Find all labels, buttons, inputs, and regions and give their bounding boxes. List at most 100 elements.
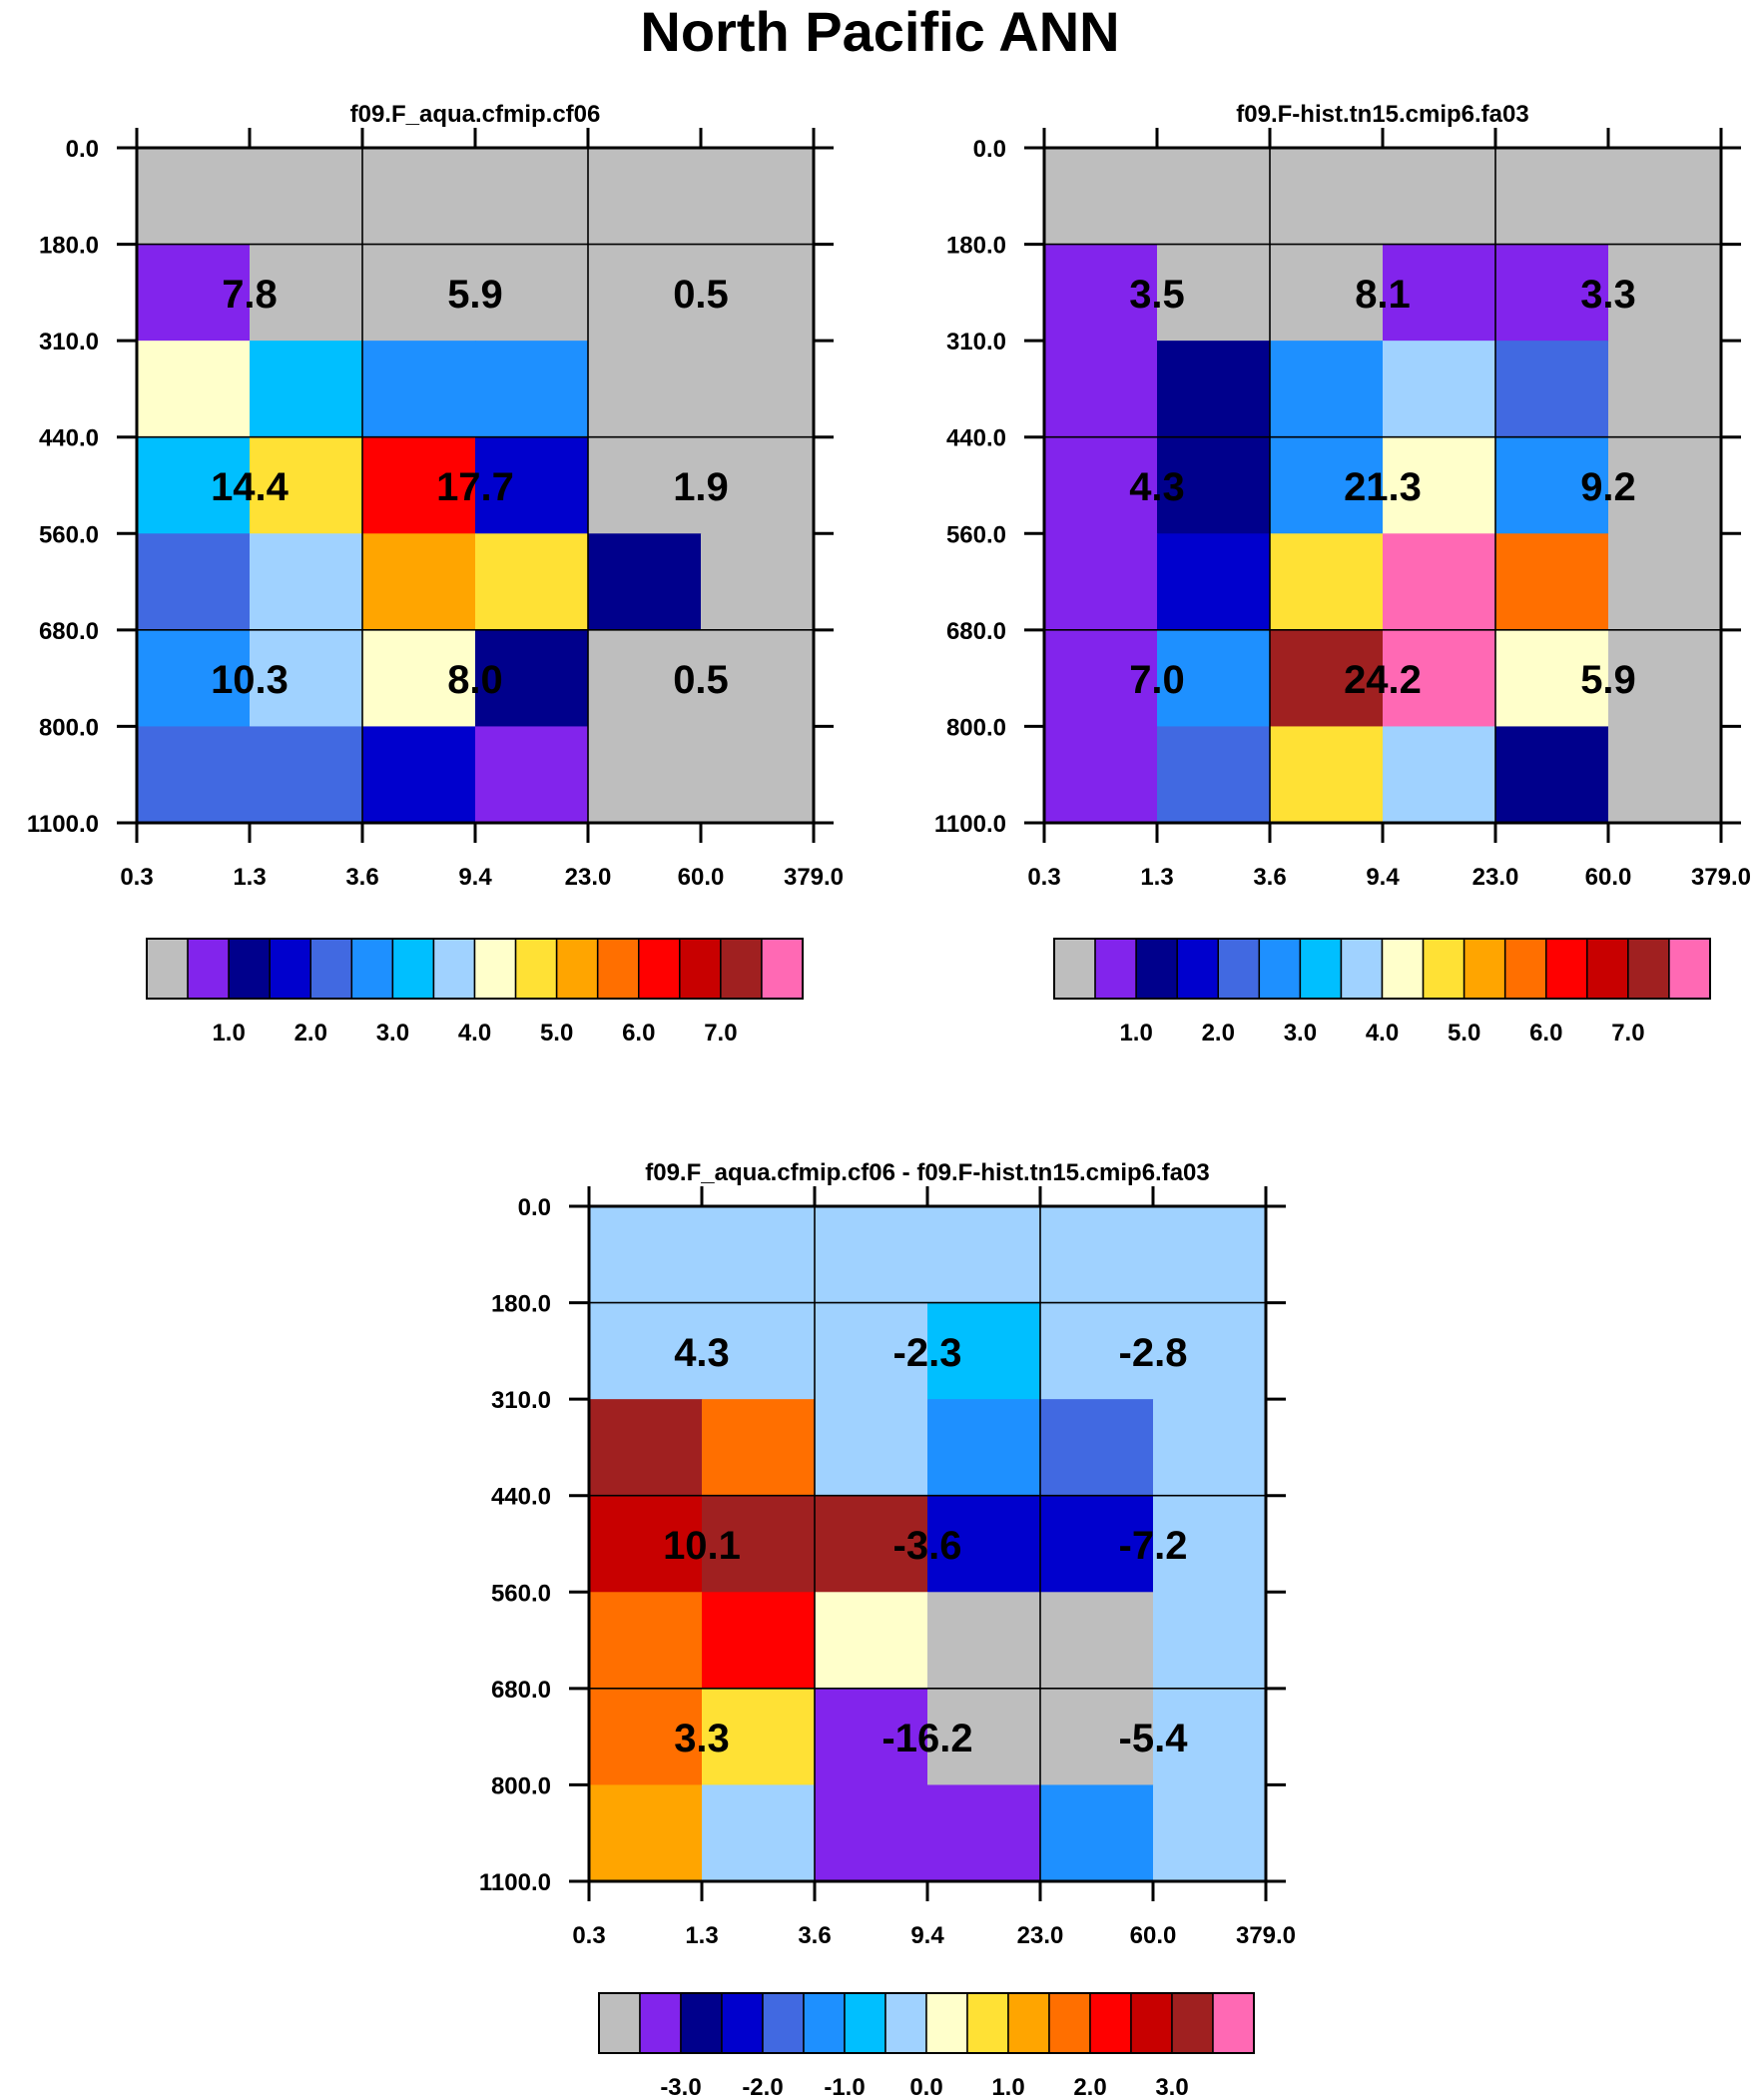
heatmap-cell xyxy=(250,533,363,631)
heatmap-cell xyxy=(927,1784,1041,1882)
colorbar-swatch xyxy=(1212,1992,1255,2054)
x-tick-label: 379.0 xyxy=(1236,1922,1296,1949)
colorbar-swatch xyxy=(187,938,230,1000)
colorbar-swatch xyxy=(925,1992,968,2054)
heatmap-cell xyxy=(815,1206,928,1304)
heatmap-cell xyxy=(1270,341,1384,438)
y-tick-label: 310.0 xyxy=(491,1387,551,1414)
heatmap-cell xyxy=(137,341,251,438)
heatmap-cell xyxy=(1153,1399,1267,1497)
heatmap-cell xyxy=(1157,726,1271,824)
colorbar-frame xyxy=(598,1992,1255,2054)
y-tick-label: 680.0 xyxy=(491,1677,551,1704)
colorbar-swatch xyxy=(1668,938,1711,1000)
heatmap-cell xyxy=(250,726,363,824)
heatmap-cell xyxy=(702,1206,816,1304)
heatmap-cell xyxy=(589,1302,703,1400)
y-tick-label: 800.0 xyxy=(491,1772,551,1799)
cell-value-label: 3.3 xyxy=(1580,273,1636,317)
x-tick-label: 60.0 xyxy=(1585,864,1632,891)
colorbar-swatch xyxy=(1422,938,1466,1000)
colorbar-swatch xyxy=(1089,1992,1132,2054)
heatmap-cell xyxy=(701,533,815,631)
heatmap-cell xyxy=(1608,726,1722,824)
main-title: North Pacific ANN xyxy=(640,0,1120,63)
heatmap-cell xyxy=(1383,341,1496,438)
colorbar-swatch xyxy=(884,1992,927,2054)
cell-value-label: 7.0 xyxy=(1129,658,1185,702)
heatmap-cell xyxy=(1044,148,1158,246)
colorbar-label: 3.0 xyxy=(1284,1020,1317,1047)
heatmap-cell xyxy=(1495,148,1609,246)
heatmap-cell xyxy=(475,726,589,824)
y-tick-label: 180.0 xyxy=(491,1291,551,1318)
cell-value-label: 8.1 xyxy=(1355,273,1411,317)
heatmap-cell xyxy=(1157,436,1271,534)
heatmap-cell xyxy=(1383,533,1496,631)
x-tick-label: 0.3 xyxy=(1027,864,1060,891)
colorbar-swatch xyxy=(1094,938,1137,1000)
y-tick-label: 180.0 xyxy=(39,233,99,260)
heatmap-cell xyxy=(137,629,251,728)
colorbar-swatch xyxy=(1586,938,1629,1000)
heatmap-cell xyxy=(1495,726,1609,824)
heatmap-cell xyxy=(589,1784,703,1882)
x-tick-label: 1.3 xyxy=(233,864,266,891)
heatmap-cell xyxy=(1044,244,1158,342)
heatmap-cell xyxy=(137,148,251,246)
heatmap-cell xyxy=(1040,1399,1154,1497)
x-tick-label: 23.0 xyxy=(1472,864,1519,891)
heatmap-cell xyxy=(702,1495,816,1593)
colorbar-swatch xyxy=(721,1992,764,2054)
x-tick-label: 9.4 xyxy=(1366,864,1400,891)
cell-value-label: 0.5 xyxy=(673,658,729,702)
heatmap-cell xyxy=(701,244,815,342)
y-tick-label: 560.0 xyxy=(946,521,1006,548)
cell-value-label: 10.3 xyxy=(211,658,289,702)
y-tick-label: 560.0 xyxy=(39,521,99,548)
colorbar-label: 3.0 xyxy=(1155,2074,1188,2100)
heatmap-cell xyxy=(1608,436,1722,534)
colorbar-label: 6.0 xyxy=(622,1020,655,1047)
colorbar-label: 2.0 xyxy=(1202,1020,1235,1047)
heatmap-cell xyxy=(588,341,702,438)
y-tick-label: 440.0 xyxy=(946,425,1006,452)
heatmap-cell xyxy=(1608,244,1722,342)
colorbar-label: 5.0 xyxy=(540,1020,573,1047)
heatmap-cell xyxy=(1270,436,1384,534)
colorbar-label: 2.0 xyxy=(1073,2074,1106,2100)
heatmap-cell xyxy=(1495,341,1609,438)
heatmap-cell xyxy=(1040,1206,1154,1304)
x-tick-label: 3.6 xyxy=(345,864,378,891)
colorbar-label: 6.0 xyxy=(1529,1020,1562,1047)
heatmap-cell xyxy=(589,1495,703,1593)
heatmap-cell xyxy=(702,1784,816,1882)
colorbar-label: 5.0 xyxy=(1448,1020,1480,1047)
heatmap-cell xyxy=(588,726,702,824)
cell-value-label: -16.2 xyxy=(881,1717,972,1760)
colorbar-swatch xyxy=(598,1992,641,2054)
heatmap-cell xyxy=(1270,629,1384,728)
x-tick-label: 9.4 xyxy=(910,1922,944,1949)
heatmap-cell xyxy=(1270,244,1384,342)
heatmap-cell xyxy=(1153,1688,1267,1786)
cell-value-label: -2.8 xyxy=(1119,1331,1188,1375)
colorbar-swatch xyxy=(679,938,722,1000)
colorbar-swatch xyxy=(762,1992,805,2054)
colorbar-swatch xyxy=(146,938,189,1000)
colorbar-swatch xyxy=(761,938,804,1000)
heatmap-cell xyxy=(362,436,476,534)
colorbar-swatch xyxy=(1463,938,1506,1000)
heatmap-cell xyxy=(1040,1592,1154,1690)
heatmap-cell xyxy=(1153,1495,1267,1593)
panel-title-2: f09.F-hist.tn15.cmip6.fa03 xyxy=(1236,101,1528,128)
heatmap-cell xyxy=(815,1495,928,1593)
cell-value-label: 3.3 xyxy=(674,1717,730,1760)
x-tick-label: 379.0 xyxy=(784,864,844,891)
y-tick-label: 800.0 xyxy=(946,714,1006,741)
heatmap-cell xyxy=(1608,533,1722,631)
heatmap-cell xyxy=(1153,1302,1267,1400)
heatmap-cell xyxy=(1153,1784,1267,1882)
heatmap-cell xyxy=(475,436,589,534)
heatmap-cell xyxy=(1040,1302,1154,1400)
